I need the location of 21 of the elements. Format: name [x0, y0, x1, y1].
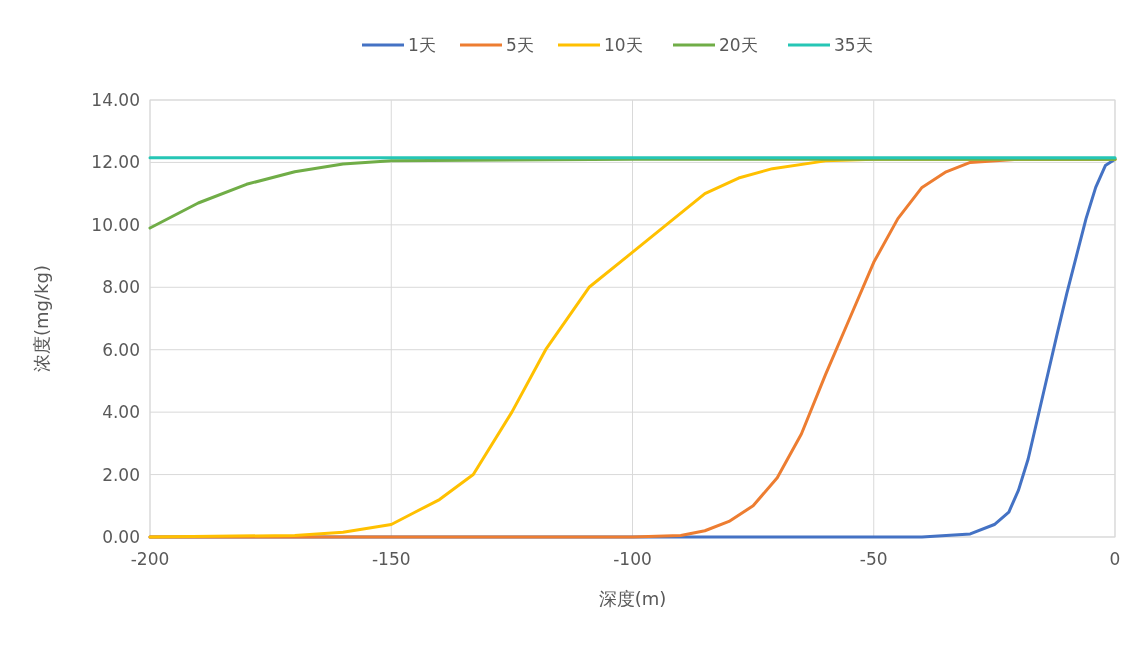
legend-label: 5天 — [506, 35, 534, 55]
legend-label: 35天 — [834, 35, 873, 55]
x-tick-label: -50 — [859, 549, 888, 569]
legend-label: 20天 — [719, 35, 758, 55]
line-series — [148, 157, 1117, 230]
y-tick-label: 10.00 — [91, 214, 140, 235]
y-tick-label: 14.00 — [91, 90, 140, 110]
x-tick-label: -200 — [130, 549, 170, 569]
y-tick-label: 8.00 — [102, 277, 140, 298]
y-tick-label: 0.00 — [102, 527, 140, 547]
y-tick-label: 2.00 — [102, 464, 140, 485]
x-tick-label: -150 — [371, 549, 411, 569]
x-axis-title: 深度(m) — [598, 588, 667, 609]
y-tick-label: 6.00 — [102, 339, 140, 360]
legend-label: 1天 — [408, 35, 436, 55]
y-tick-label: 4.00 — [102, 402, 140, 423]
y-axis-title: 浓度(mg/kg) — [31, 265, 52, 372]
x-tick-label: 0 — [1109, 549, 1121, 569]
y-tick-label: 12.00 — [91, 152, 140, 173]
legend-label: 10天 — [604, 35, 643, 55]
x-tick-label: -100 — [613, 549, 652, 569]
